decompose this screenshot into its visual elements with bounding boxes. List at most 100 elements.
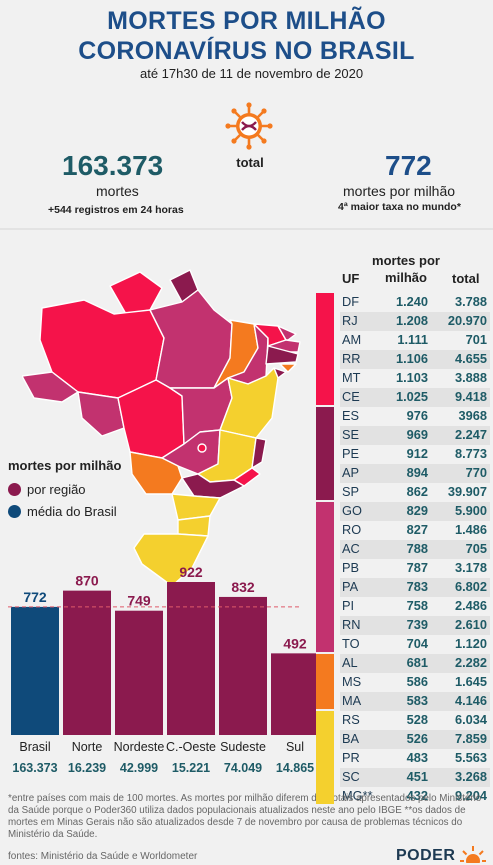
- table-row: TO 704 1.120: [340, 635, 490, 654]
- cell-total: 3968: [458, 408, 487, 423]
- cell-uf: SE: [342, 427, 360, 442]
- bar-value-label: 922: [179, 564, 203, 580]
- cell-rate: 1.240: [395, 294, 428, 309]
- cell-total: 5.563: [454, 750, 487, 765]
- logo-text: PODER: [396, 847, 456, 864]
- map-state-al: [279, 363, 297, 373]
- deaths-per-million-label: mortes por milhão: [343, 183, 456, 199]
- cell-rate: 912: [406, 446, 428, 461]
- category-total-label: 42.999: [120, 761, 158, 775]
- cell-total: 4.146: [454, 693, 487, 708]
- cell-rate: 526: [406, 731, 428, 746]
- table-band-marker: [316, 654, 334, 709]
- table-row: AP 894 770: [340, 464, 490, 483]
- legend-item-brasil: média do Brasil: [8, 504, 117, 519]
- cell-uf: RJ: [342, 313, 358, 328]
- bar-value-label: 870: [75, 573, 99, 589]
- table-header-rate-line1: mortes por: [372, 253, 440, 268]
- table-row: MS 586 1.645: [340, 673, 490, 692]
- table-row: MA 583 4.146: [340, 692, 490, 711]
- source-note: fontes: Ministério da Saúde e Worldomete…: [8, 851, 198, 862]
- cell-total: 701: [465, 332, 487, 347]
- bar-value-label: 772: [23, 589, 47, 605]
- category-total-label: 163.373: [12, 761, 57, 775]
- map-state-ac: [22, 371, 79, 403]
- table-row: RO 827 1.486: [340, 521, 490, 540]
- table-row: RR 1.106 4.655: [340, 350, 490, 369]
- logo-sun-icon: [460, 846, 487, 865]
- cell-uf: MT: [342, 370, 361, 385]
- cell-uf: PE: [342, 446, 360, 461]
- table-row: PA 783 6.802: [340, 578, 490, 597]
- cell-uf: ES: [342, 408, 360, 423]
- footnote: *entre países com mais de 100 mortes. As…: [8, 793, 482, 840]
- cell-uf: PB: [342, 560, 360, 575]
- cell-rate: 704: [406, 636, 428, 651]
- cell-rate: 788: [406, 541, 428, 556]
- table-row: AM 1.111 701: [340, 331, 490, 350]
- table-header-rate-line2: milhão: [385, 270, 427, 285]
- subtitle: até 17h30 de 11 de novembro de 2020: [140, 66, 364, 81]
- table-row: BA 526 7.859: [340, 730, 490, 749]
- map-state-ms: [129, 451, 183, 495]
- legend-brasil-label: média do Brasil: [27, 504, 117, 519]
- cell-total: 2.282: [454, 655, 487, 670]
- table-band-marker: [316, 407, 334, 500]
- legend-dot-brasil: [8, 505, 21, 518]
- table-header-rate: mortes por milhão: [368, 252, 444, 286]
- cell-rate: 976: [406, 408, 428, 423]
- cell-rate: 586: [406, 674, 428, 689]
- total-deaths-label: mortes: [96, 183, 139, 199]
- cell-total: 1.645: [454, 674, 487, 689]
- map-state-rr: [109, 271, 163, 315]
- map-state-rs: [133, 533, 209, 587]
- cell-rate: 1.025: [395, 389, 428, 404]
- cell-uf: AC: [342, 541, 360, 556]
- region-bar-chart: 772 Brasil 163.373 870 Norte 16.239 749 Nordest…: [8, 564, 316, 775]
- table-row: PR 483 5.563: [340, 749, 490, 768]
- cell-rate: 862: [406, 484, 428, 499]
- cell-uf: RN: [342, 617, 361, 632]
- legend-item-region: por região: [8, 482, 86, 497]
- bar-nordeste: [115, 610, 163, 735]
- map-state-ba: [219, 367, 279, 439]
- table-row: RS 528 6.034: [340, 711, 490, 730]
- world-rank-note: 4ª maior taxa no mundo*: [338, 201, 461, 213]
- map-state-pr: [171, 493, 221, 521]
- cell-uf: MA: [342, 693, 362, 708]
- cell-rate: 681: [406, 655, 428, 670]
- table-row: RJ 1.208 20.970: [340, 312, 490, 331]
- cell-total: 2.247: [454, 427, 487, 442]
- cell-rate: 483: [406, 750, 428, 765]
- legend-region-label: por região: [27, 482, 86, 497]
- cell-uf: PR: [342, 750, 360, 765]
- brazil-map: [22, 269, 301, 587]
- coronavirus-icon: [225, 102, 273, 150]
- cell-total: 3.888: [454, 370, 487, 385]
- cell-total: 3.268: [454, 769, 487, 784]
- cell-uf: PA: [342, 579, 359, 594]
- cell-uf: AL: [342, 655, 358, 670]
- table-row: PB 787 3.178: [340, 559, 490, 578]
- table-row: SC 451 3.268: [340, 768, 490, 787]
- cell-total: 39.907: [447, 484, 487, 499]
- legend-dot-region: [8, 483, 21, 496]
- table-row: PE 912 8.773: [340, 445, 490, 464]
- cell-uf: AP: [342, 465, 360, 480]
- category-label: Sul: [286, 740, 304, 754]
- cell-uf: SP: [342, 484, 360, 499]
- cell-total: 3.178: [454, 560, 487, 575]
- legend-title: mortes por milhão: [8, 458, 122, 473]
- table-row: MT 1.103 3.888: [340, 369, 490, 388]
- map-state-sc: [177, 515, 211, 537]
- map-state-es: [251, 437, 267, 469]
- cell-rate: 739: [406, 617, 428, 632]
- poder360-logo: PODER: [396, 845, 487, 865]
- table-header-total: total: [452, 271, 480, 286]
- category-total-label: 15.221: [172, 761, 210, 775]
- cell-total: 7.859: [454, 731, 487, 746]
- table-row: RN 739 2.610: [340, 616, 490, 635]
- category-total-label: 74.049: [224, 761, 262, 775]
- cell-uf: CE: [342, 389, 360, 404]
- cell-uf: GO: [342, 503, 362, 518]
